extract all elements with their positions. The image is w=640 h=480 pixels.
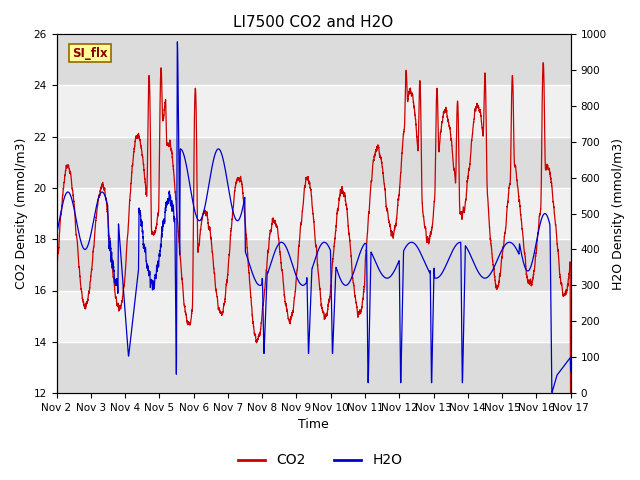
Title: LI7500 CO2 and H2O: LI7500 CO2 and H2O [234, 15, 394, 30]
X-axis label: Time: Time [298, 419, 329, 432]
Bar [56, 85, 571, 137]
Bar [56, 137, 571, 188]
Bar [56, 342, 571, 393]
Y-axis label: H2O Density (mmol/m3): H2O Density (mmol/m3) [612, 138, 625, 289]
Legend: CO2, H2O: CO2, H2O [232, 448, 408, 473]
Bar [56, 188, 571, 239]
Text: SI_flx: SI_flx [72, 47, 108, 60]
Bar [56, 34, 571, 85]
Bar [56, 290, 571, 342]
Y-axis label: CO2 Density (mmol/m3): CO2 Density (mmol/m3) [15, 138, 28, 289]
Bar [56, 239, 571, 290]
